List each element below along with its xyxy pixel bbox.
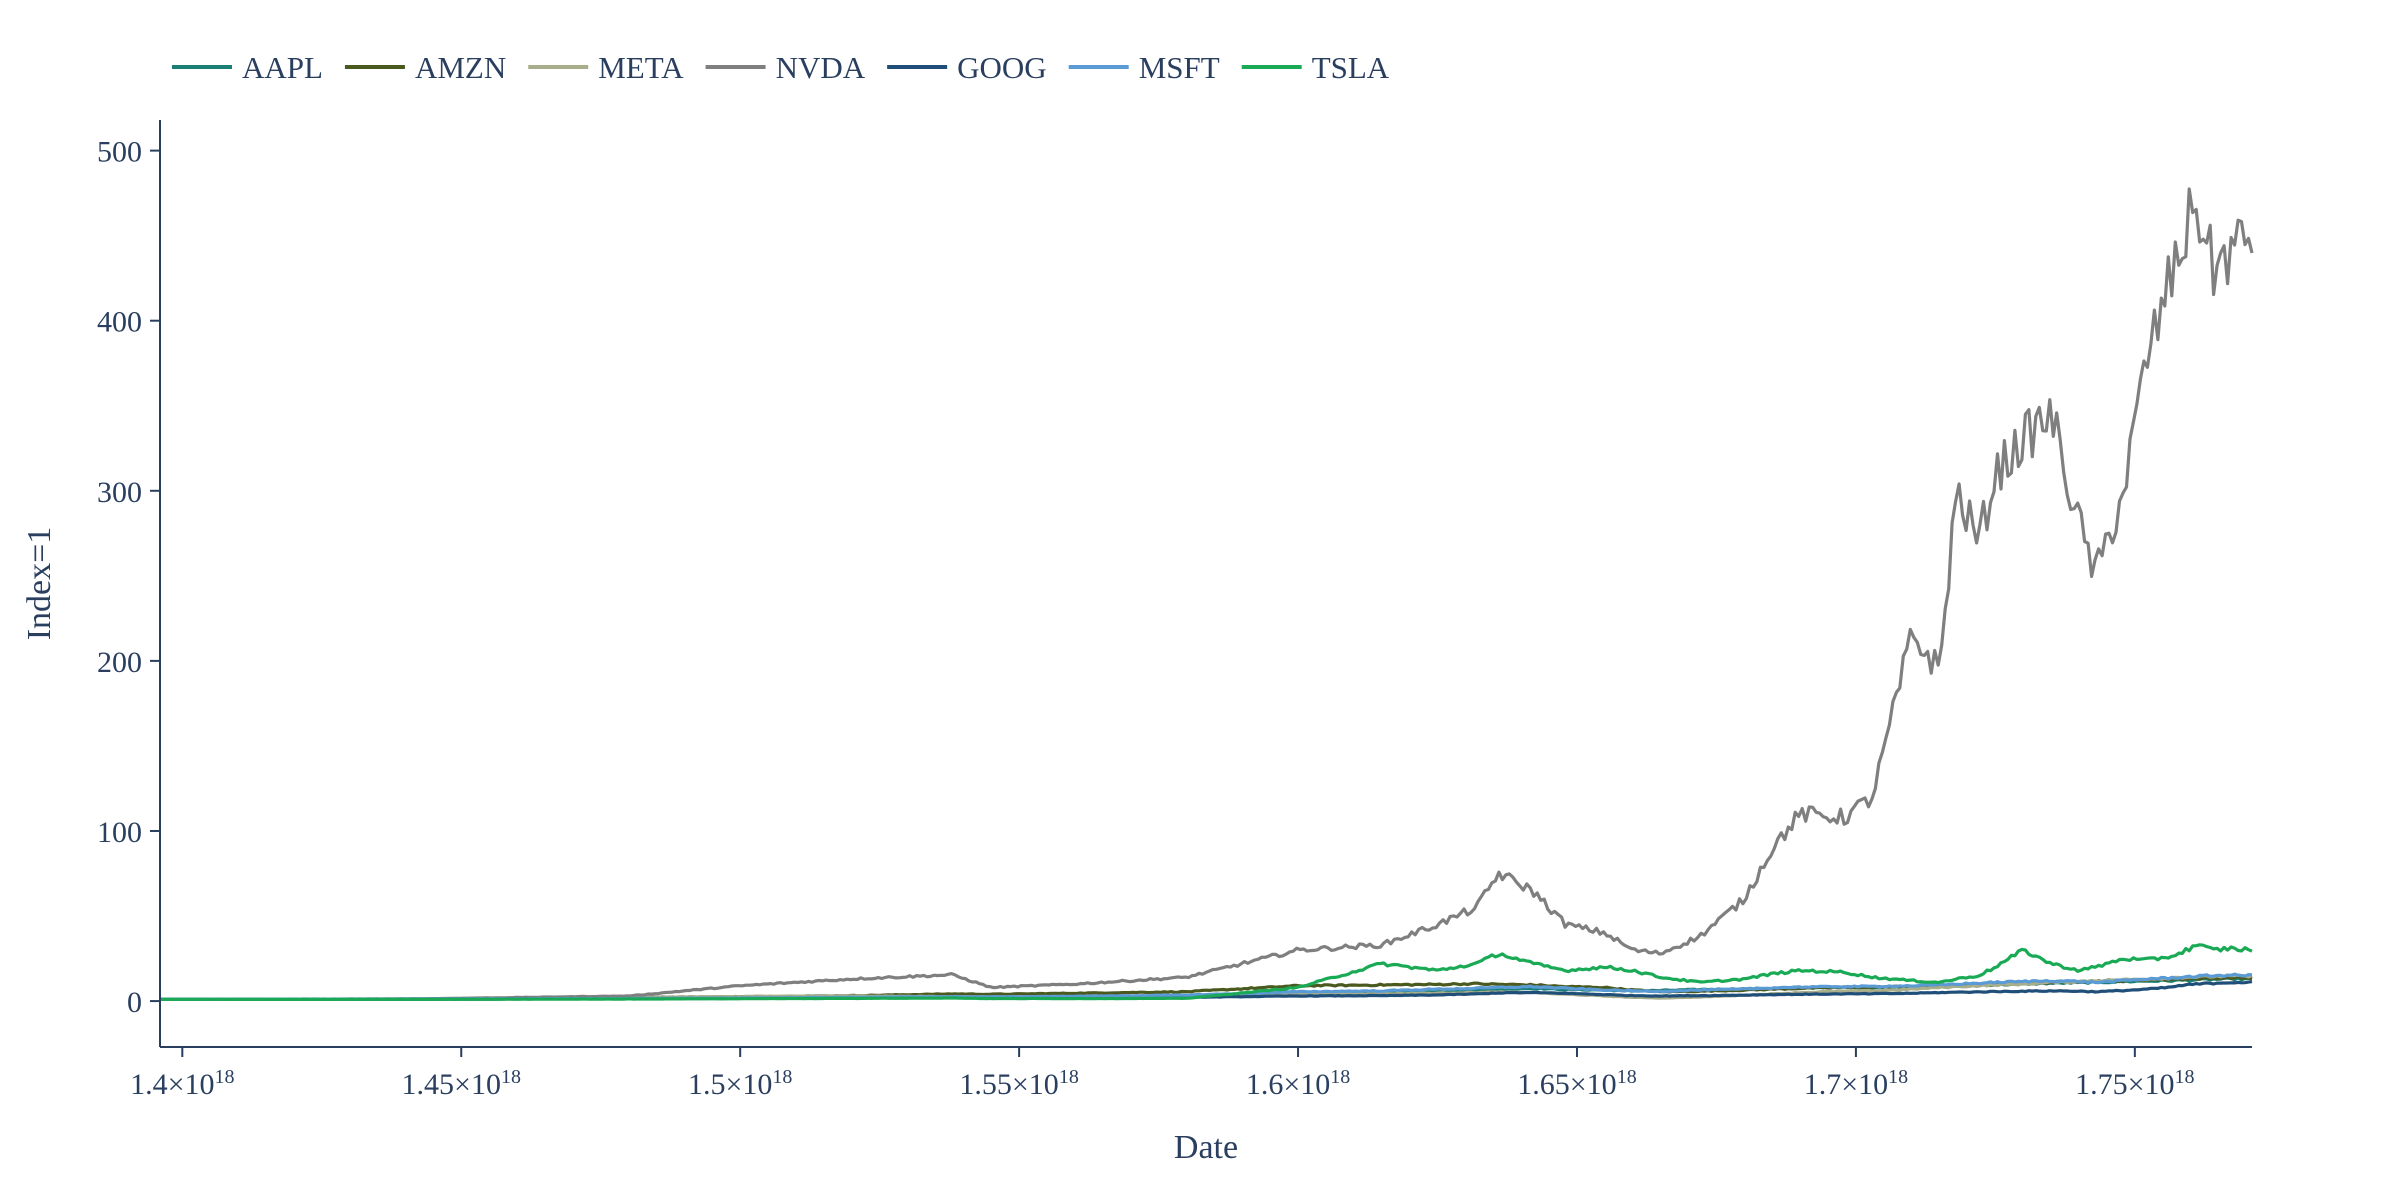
y-tick-label: 500 (97, 136, 142, 169)
legend-label: NVDA (776, 50, 866, 85)
y-tick-label: 0 (127, 986, 142, 1019)
series-line-nvda (159, 187, 2254, 1002)
axes: 0 100 200 300 400 500 1.4×1018 1.45×1018 1.5×10… (97, 120, 2252, 1101)
legend-label: AMZN (415, 50, 506, 85)
legend-item-amzn[interactable]: AMZN (344, 50, 506, 85)
x-tick-label: 1.45×1018 (402, 1066, 521, 1101)
legend-item-nvda[interactable]: NVDA (705, 50, 866, 85)
y-tick-label: 100 (97, 816, 142, 849)
legend-item-tsla[interactable]: TSLA (1241, 50, 1390, 85)
y-axis-title: Index=1 (21, 527, 58, 641)
x-tick-label: 1.55×1018 (959, 1066, 1078, 1101)
x-axis-ticks: 1.4×1018 1.45×1018 1.5×1018 1.55×1018 1.6×10… (130, 1047, 2195, 1101)
plot-area (159, 187, 2254, 1002)
series-lines (159, 187, 2254, 1002)
x-tick-label: 1.75×1018 (2075, 1066, 2194, 1101)
y-tick-label: 400 (97, 306, 142, 339)
series-line-tsla (160, 943, 2253, 1002)
legend-item-aapl[interactable]: AAPL (172, 50, 323, 85)
y-axis-ticks: 0 100 200 300 400 500 (97, 136, 160, 1019)
legend-item-goog[interactable]: GOOG (887, 50, 1047, 85)
legend-label: GOOG (957, 50, 1047, 85)
y-tick-label: 300 (97, 476, 142, 509)
x-axis-title: Date (1174, 1129, 1238, 1166)
legend: AAPL AMZN META NVDA GOOG MSFT TSLA (172, 50, 1390, 85)
x-tick-label: 1.7×1018 (1804, 1066, 1908, 1101)
legend-label: AAPL (242, 50, 323, 85)
y-tick-label: 200 (97, 646, 142, 679)
x-tick-label: 1.4×1018 (130, 1066, 234, 1101)
legend-label: META (598, 50, 684, 85)
legend-item-msft[interactable]: MSFT (1068, 50, 1220, 85)
x-tick-label: 1.65×1018 (1517, 1066, 1636, 1101)
x-tick-label: 1.6×1018 (1246, 1066, 1350, 1101)
legend-item-meta[interactable]: META (528, 50, 684, 85)
x-tick-label: 1.5×1018 (688, 1066, 792, 1101)
legend-label: MSFT (1139, 50, 1220, 85)
legend-label: TSLA (1312, 50, 1390, 85)
